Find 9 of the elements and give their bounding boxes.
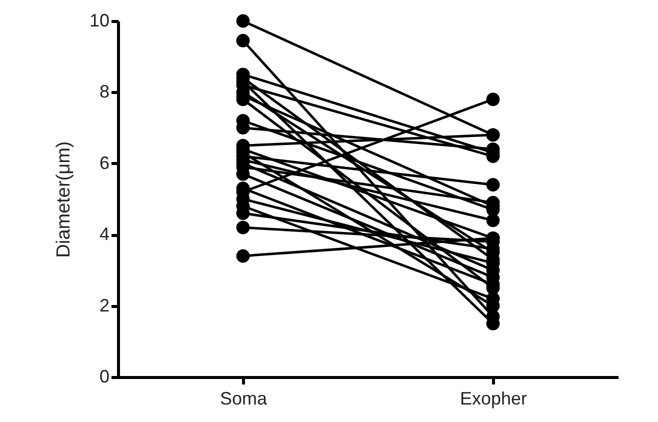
y-tick-label: 8 [99,82,110,102]
y-tick-label: 4 [99,224,110,244]
x-tick-label: Soma [220,388,268,408]
y-tick-label: 0 [99,366,110,386]
y-tick-label: 6 [99,152,110,173]
x-tick-label: Exopher [460,388,528,408]
y-axis-title: Diameter(μm) [53,141,74,258]
y-tick-label: 2 [99,295,110,316]
y-tick-label: 10 [89,10,110,30]
